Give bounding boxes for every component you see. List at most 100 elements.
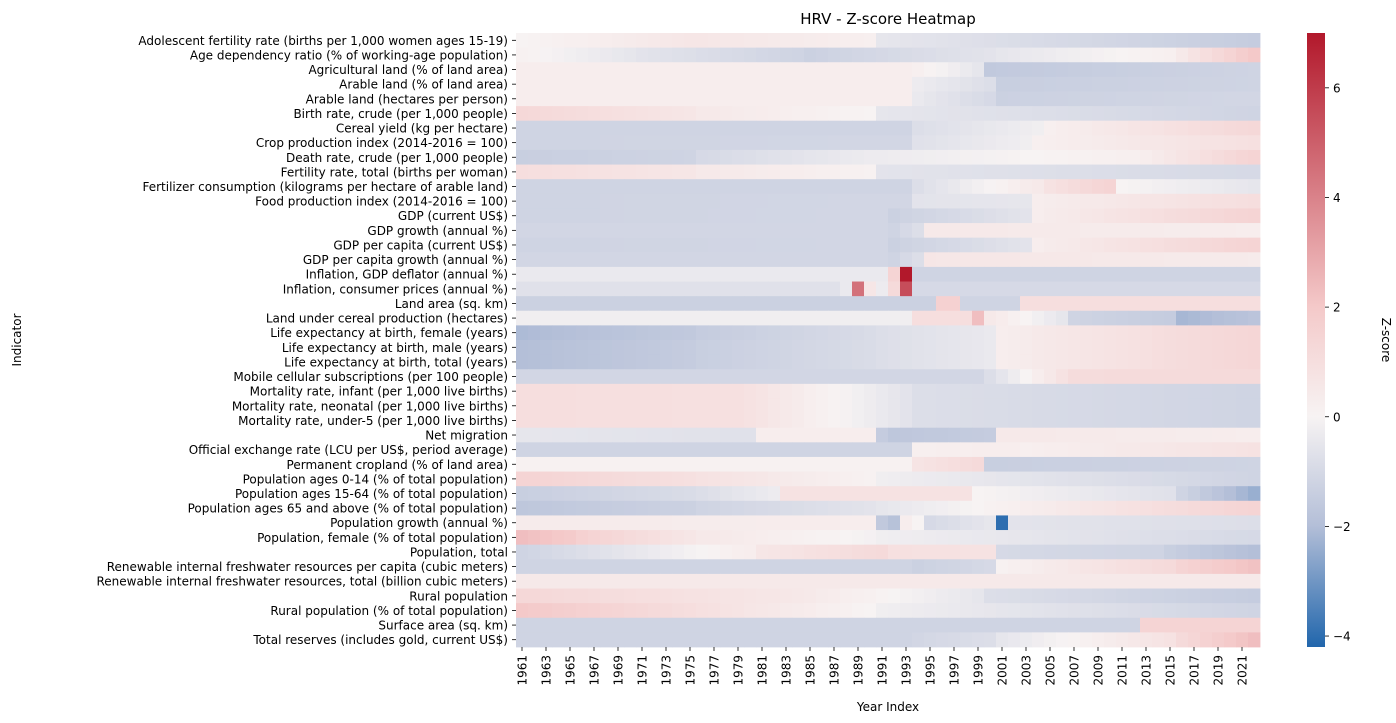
- heatmap-cell: [900, 208, 913, 224]
- heatmap-cell: [720, 617, 733, 633]
- heatmap-cell: [840, 471, 853, 487]
- heatmap-cell: [1236, 588, 1249, 604]
- heatmap-cell: [528, 456, 541, 472]
- heatmap-cell: [516, 237, 529, 253]
- heatmap-cell: [996, 632, 1009, 648]
- heatmap-cell: [948, 164, 961, 180]
- heatmap-cell: [984, 632, 997, 648]
- heatmap-cell: [588, 135, 601, 151]
- heatmap-cell: [1152, 193, 1165, 209]
- heatmap-cell: [984, 500, 997, 516]
- heatmap-cell: [780, 573, 793, 589]
- heatmap-cell: [1236, 266, 1249, 282]
- heatmap-cell: [1140, 47, 1153, 63]
- heatmap-cell: [624, 310, 637, 326]
- heatmap-cell: [1188, 106, 1201, 122]
- heatmap-cell: [756, 486, 769, 502]
- heatmap-cell: [1212, 486, 1225, 502]
- heatmap-cell: [564, 369, 577, 385]
- heatmap-cell: [912, 208, 925, 224]
- heatmap-cell: [804, 559, 817, 575]
- heatmap-cell: [612, 617, 625, 633]
- heatmap-cell: [912, 325, 925, 341]
- heatmap-cell: [732, 296, 745, 312]
- heatmap-cell: [1044, 442, 1057, 458]
- heatmap-cell: [600, 632, 613, 648]
- heatmap-cell: [1140, 208, 1153, 224]
- heatmap-cell: [552, 442, 565, 458]
- heatmap-cell: [852, 310, 865, 326]
- y-tick-label: Land area (sq. km): [395, 297, 508, 311]
- heatmap-cell: [1044, 588, 1057, 604]
- heatmap-cell: [756, 33, 769, 49]
- heatmap-cell: [936, 310, 949, 326]
- heatmap-cell: [852, 559, 865, 575]
- heatmap-cell: [1176, 266, 1189, 282]
- heatmap-cell: [1164, 106, 1177, 122]
- heatmap-cell: [1224, 632, 1237, 648]
- heatmap-cell: [1236, 281, 1249, 297]
- heatmap-cell: [960, 149, 973, 165]
- heatmap-cell: [1056, 603, 1069, 619]
- heatmap-cell: [564, 296, 577, 312]
- heatmap-cell: [1116, 530, 1129, 546]
- heatmap-cell: [612, 91, 625, 107]
- heatmap-cell: [948, 456, 961, 472]
- heatmap-cell: [1032, 47, 1045, 63]
- heatmap-cell: [816, 632, 829, 648]
- heatmap-cell: [1188, 149, 1201, 165]
- heatmap-cell: [816, 486, 829, 502]
- heatmap-cell: [780, 442, 793, 458]
- heatmap-cell: [912, 471, 925, 487]
- heatmap-cell: [948, 413, 961, 429]
- heatmap-cell: [660, 179, 673, 195]
- heatmap-cell: [1056, 530, 1069, 546]
- heatmap-cell: [1236, 427, 1249, 443]
- heatmap-cell: [912, 456, 925, 472]
- heatmap-cell: [552, 120, 565, 136]
- heatmap-cell: [1020, 223, 1033, 239]
- heatmap-cell: [624, 617, 637, 633]
- heatmap-cell: [816, 398, 829, 414]
- heatmap-cell: [1152, 471, 1165, 487]
- heatmap-cell: [708, 281, 721, 297]
- heatmap-cell: [780, 515, 793, 531]
- heatmap-cell: [696, 106, 709, 122]
- heatmap-cell: [696, 33, 709, 49]
- heatmap-cell: [852, 456, 865, 472]
- heatmap-cell: [552, 456, 565, 472]
- heatmap-cell: [552, 149, 565, 165]
- heatmap-cell: [756, 47, 769, 63]
- heatmap-cell: [1224, 149, 1237, 165]
- heatmap-cell: [516, 179, 529, 195]
- heatmap-cell: [660, 208, 673, 224]
- heatmap-cell: [648, 208, 661, 224]
- heatmap-cell: [516, 471, 529, 487]
- heatmap-cell: [1248, 237, 1261, 253]
- heatmap-cell: [1140, 340, 1153, 356]
- heatmap-cell: [900, 530, 913, 546]
- heatmap-cell: [984, 471, 997, 487]
- heatmap-cell: [1140, 588, 1153, 604]
- heatmap-cell: [840, 530, 853, 546]
- heatmap-cell: [972, 544, 985, 560]
- heatmap-cell: [792, 486, 805, 502]
- y-tick-label: Official exchange rate (LCU per US$, per…: [189, 443, 508, 457]
- heatmap-cell: [660, 223, 673, 239]
- heatmap-cell: [756, 237, 769, 253]
- heatmap-cell: [804, 33, 817, 49]
- heatmap-cell: [516, 486, 529, 502]
- heatmap-cell: [672, 603, 685, 619]
- heatmap-cell: [900, 47, 913, 63]
- heatmap-cell: [600, 91, 613, 107]
- heatmap-cell: [1068, 632, 1081, 648]
- heatmap-cell: [516, 617, 529, 633]
- heatmap-cell: [588, 603, 601, 619]
- heatmap-cell: [1020, 164, 1033, 180]
- heatmap-cell: [1008, 91, 1021, 107]
- heatmap-cell: [624, 500, 637, 516]
- heatmap-cell: [948, 573, 961, 589]
- heatmap-cell: [528, 383, 541, 399]
- heatmap-cell: [1200, 603, 1213, 619]
- heatmap-cell: [1236, 559, 1249, 575]
